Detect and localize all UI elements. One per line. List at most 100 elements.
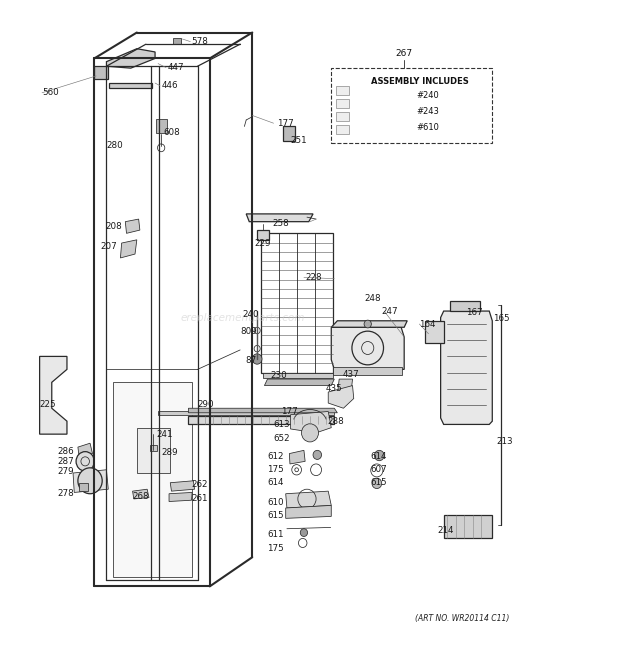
- Polygon shape: [170, 481, 195, 491]
- Text: 175: 175: [267, 465, 284, 475]
- Text: 261: 261: [192, 494, 208, 503]
- Text: (ART NO. WR20114 C11): (ART NO. WR20114 C11): [415, 613, 509, 623]
- Text: 214: 214: [438, 525, 454, 535]
- Text: 262: 262: [192, 479, 208, 488]
- Text: 268: 268: [133, 492, 149, 502]
- Polygon shape: [73, 470, 108, 492]
- Bar: [336, 87, 350, 95]
- Circle shape: [374, 450, 384, 461]
- Text: 279: 279: [58, 467, 74, 476]
- Text: 614: 614: [371, 452, 388, 461]
- Text: 167: 167: [466, 308, 483, 317]
- Polygon shape: [331, 327, 404, 369]
- Polygon shape: [444, 515, 492, 538]
- Bar: [336, 125, 350, 134]
- Text: 652: 652: [273, 434, 290, 442]
- Text: 615: 615: [371, 478, 388, 486]
- Text: 288: 288: [327, 416, 344, 426]
- Polygon shape: [263, 373, 333, 378]
- Polygon shape: [188, 416, 334, 424]
- Bar: [149, 444, 157, 451]
- Text: 290: 290: [198, 400, 215, 409]
- Text: ASSEMBLY INCLUDES: ASSEMBLY INCLUDES: [371, 77, 469, 86]
- Polygon shape: [342, 390, 349, 403]
- Bar: [94, 66, 108, 79]
- Polygon shape: [425, 321, 444, 344]
- Text: 241: 241: [156, 430, 173, 439]
- Polygon shape: [441, 311, 492, 424]
- Text: 286: 286: [58, 447, 74, 456]
- Text: 177: 177: [281, 407, 298, 416]
- Text: 229: 229: [254, 239, 270, 248]
- Circle shape: [252, 354, 262, 364]
- Polygon shape: [264, 379, 334, 385]
- Text: 560: 560: [43, 89, 60, 97]
- Polygon shape: [169, 492, 192, 502]
- Bar: [336, 99, 350, 108]
- Polygon shape: [257, 230, 268, 240]
- Circle shape: [301, 424, 319, 442]
- Circle shape: [313, 450, 322, 459]
- Text: 578: 578: [192, 37, 208, 46]
- Polygon shape: [246, 214, 313, 221]
- Text: 240: 240: [242, 311, 259, 319]
- Bar: [262, 233, 333, 373]
- Polygon shape: [333, 367, 402, 375]
- Text: 258: 258: [272, 219, 289, 228]
- Text: #240: #240: [417, 91, 439, 100]
- Polygon shape: [331, 321, 407, 327]
- Polygon shape: [290, 450, 305, 464]
- Text: 614: 614: [267, 478, 284, 486]
- Text: 435: 435: [326, 384, 342, 393]
- Text: 437: 437: [342, 370, 359, 379]
- Text: 612: 612: [267, 452, 284, 461]
- Circle shape: [372, 478, 382, 488]
- Polygon shape: [328, 385, 354, 408]
- Polygon shape: [291, 411, 331, 433]
- Text: 208: 208: [106, 222, 123, 231]
- Circle shape: [76, 451, 94, 471]
- Polygon shape: [125, 219, 140, 233]
- Text: #610: #610: [417, 122, 440, 132]
- Bar: [336, 112, 350, 121]
- Text: 87: 87: [245, 356, 256, 365]
- Polygon shape: [78, 444, 92, 457]
- Text: 248: 248: [365, 293, 381, 303]
- Polygon shape: [133, 489, 149, 499]
- Text: 615: 615: [267, 510, 284, 520]
- Text: 289: 289: [161, 447, 178, 457]
- Text: 207: 207: [100, 242, 117, 251]
- Text: 611: 611: [267, 530, 284, 539]
- Text: 608: 608: [163, 128, 180, 137]
- Text: ereplacementparts.com: ereplacementparts.com: [181, 313, 306, 323]
- Bar: [331, 68, 492, 143]
- Circle shape: [300, 529, 308, 537]
- Polygon shape: [107, 49, 155, 68]
- Text: 610: 610: [267, 498, 284, 507]
- Polygon shape: [40, 356, 67, 434]
- Polygon shape: [286, 506, 331, 518]
- Bar: [156, 119, 167, 133]
- Text: 809: 809: [240, 327, 257, 336]
- Polygon shape: [158, 411, 334, 414]
- Text: 165: 165: [494, 315, 510, 323]
- Text: 278: 278: [58, 489, 74, 498]
- Polygon shape: [112, 382, 192, 576]
- Text: 228: 228: [305, 273, 322, 282]
- Text: 287: 287: [58, 457, 74, 466]
- Text: 607: 607: [371, 465, 388, 475]
- Polygon shape: [450, 301, 480, 311]
- Bar: [173, 38, 180, 44]
- Circle shape: [364, 320, 371, 328]
- Text: 230: 230: [270, 371, 287, 380]
- Text: 177: 177: [277, 119, 293, 128]
- Text: 280: 280: [107, 141, 123, 150]
- Text: 447: 447: [167, 63, 184, 72]
- Text: 225: 225: [40, 401, 56, 410]
- Polygon shape: [188, 408, 337, 412]
- Bar: [137, 428, 171, 473]
- Text: 164: 164: [419, 319, 436, 329]
- Polygon shape: [338, 379, 353, 390]
- Text: 175: 175: [267, 544, 284, 553]
- Polygon shape: [110, 83, 152, 87]
